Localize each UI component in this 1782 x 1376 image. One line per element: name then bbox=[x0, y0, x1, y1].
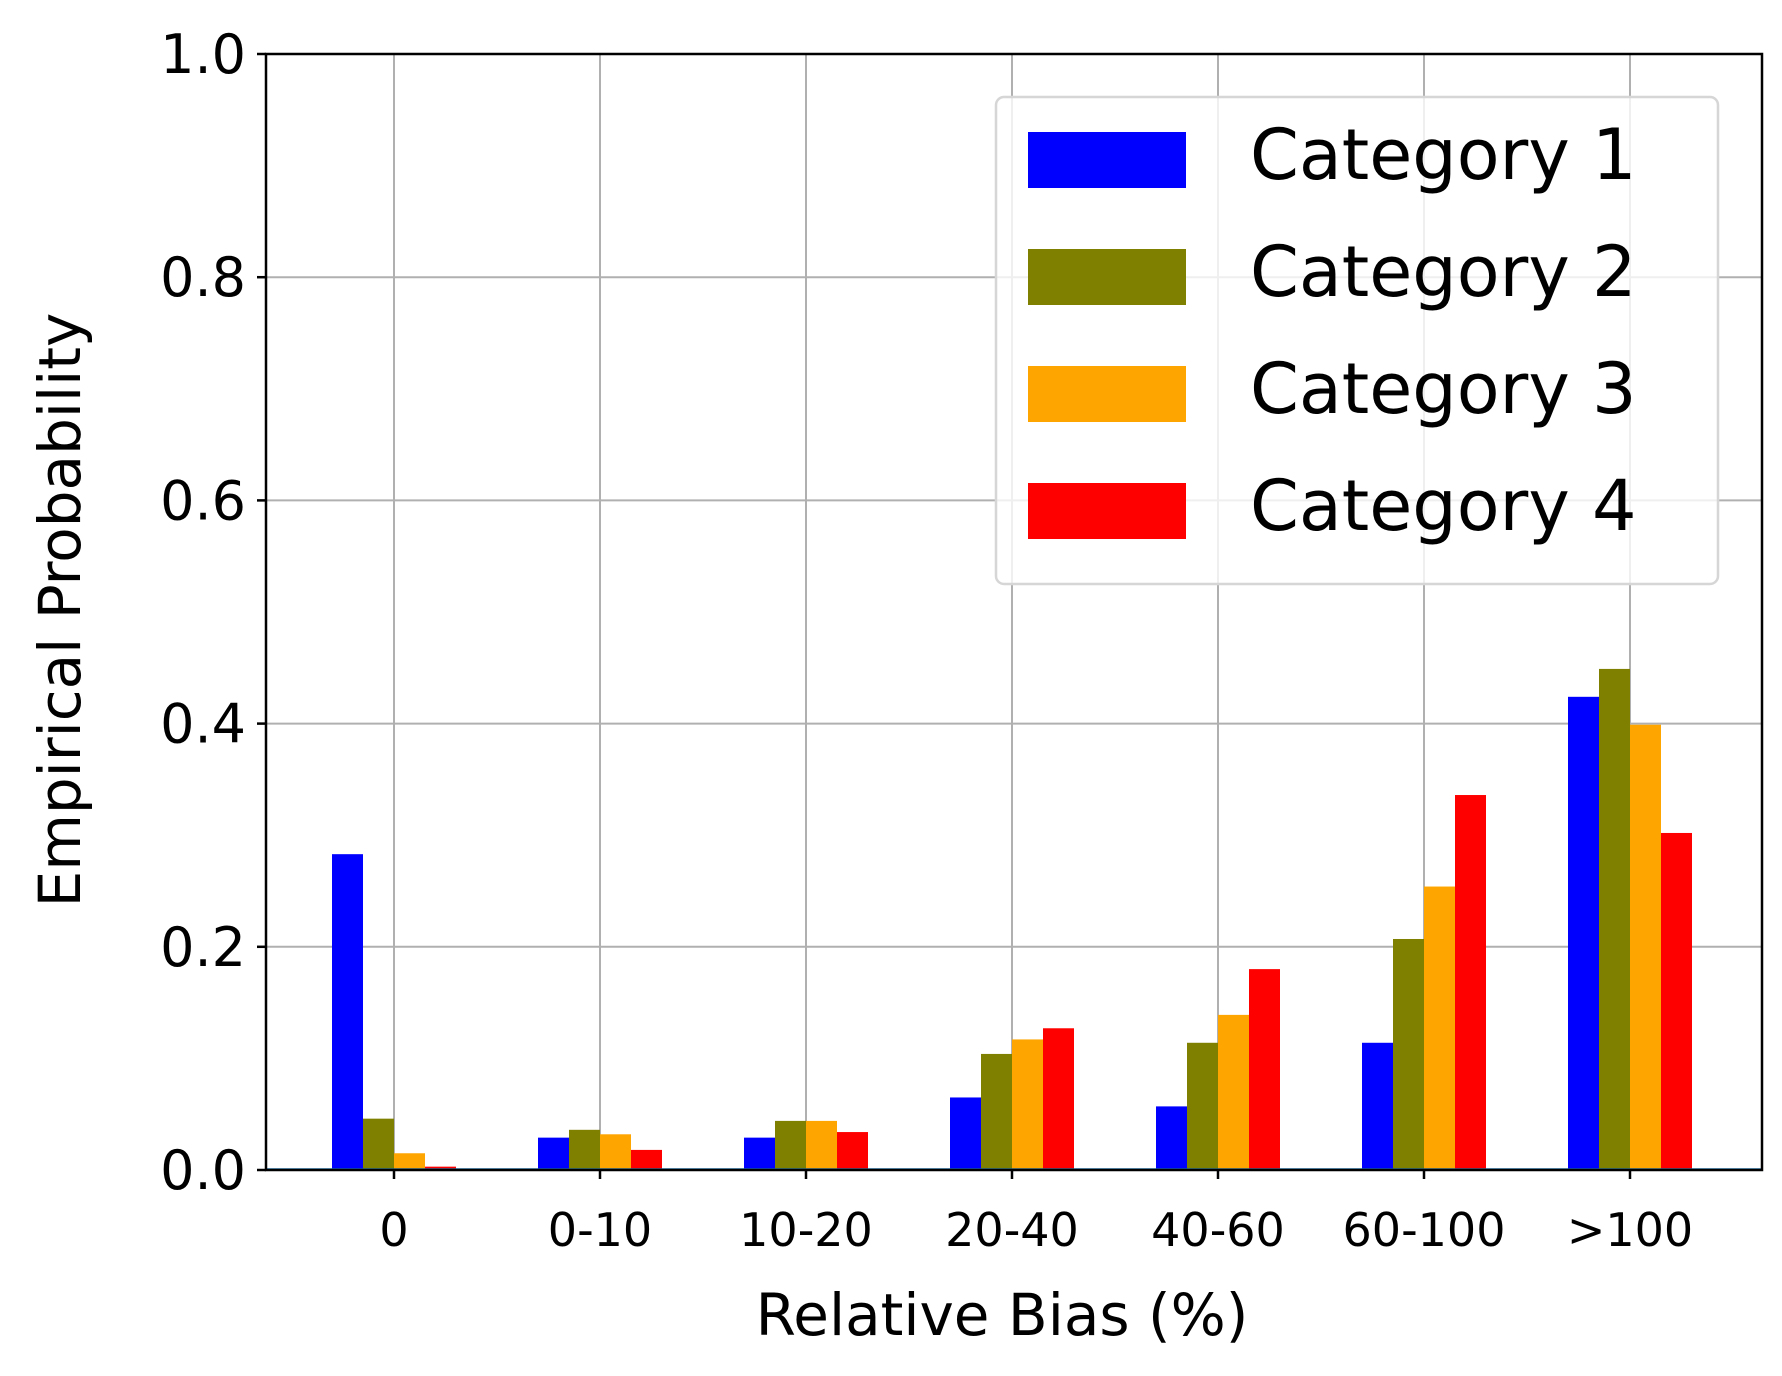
bar-3-7 bbox=[1630, 724, 1661, 1170]
legend: Category 1 Category 2 Category 3 Category 4 bbox=[994, 95, 1720, 586]
bar-1-4 bbox=[950, 1097, 981, 1170]
x-tick-label: 10-20 bbox=[739, 1203, 873, 1257]
legend-swatch bbox=[1028, 249, 1186, 305]
plot-area-border bbox=[264, 52, 1764, 1172]
y-tick-label: 0.0 bbox=[160, 1139, 246, 1202]
bar-1-2 bbox=[538, 1137, 569, 1170]
bar-1-5 bbox=[1156, 1106, 1187, 1170]
bar-3-4 bbox=[1012, 1039, 1043, 1170]
legend-label: Category 4 bbox=[1250, 465, 1637, 547]
bar-2-2 bbox=[569, 1129, 600, 1170]
bar-4-7 bbox=[1661, 832, 1692, 1170]
bar-2-5 bbox=[1187, 1042, 1218, 1170]
x-axis-label: Relative Bias (%) bbox=[756, 1281, 1249, 1349]
bar-3-3 bbox=[806, 1120, 837, 1170]
axis-ticks: 0.0 0.2 0.4 0.6 0.8 1.0 0 0-10 10-20 20-40 40-60 60… bbox=[160, 23, 1693, 1257]
legend-swatch bbox=[1028, 132, 1186, 188]
bar-3-1 bbox=[394, 1153, 425, 1170]
bar-3-2 bbox=[600, 1134, 631, 1170]
bar-2-6 bbox=[1393, 938, 1424, 1170]
y-tick-label: 0.6 bbox=[160, 469, 246, 532]
bar-1-6 bbox=[1362, 1042, 1393, 1170]
x-tick-label: 0-10 bbox=[548, 1203, 652, 1257]
x-tick-label: 20-40 bbox=[945, 1203, 1079, 1257]
y-tick-label: 1.0 bbox=[160, 23, 246, 86]
bar-4-5 bbox=[1249, 969, 1280, 1170]
legend-label: Category 3 bbox=[1250, 348, 1637, 430]
y-tick-label: 0.2 bbox=[160, 916, 246, 979]
y-tick-label: 0.4 bbox=[160, 693, 246, 756]
bar-3-6 bbox=[1424, 886, 1455, 1170]
legend-swatch bbox=[1028, 483, 1186, 539]
bar-1-1 bbox=[332, 854, 363, 1170]
bar-3-5 bbox=[1218, 1014, 1249, 1170]
legend-swatch bbox=[1028, 366, 1186, 422]
bar-4-2 bbox=[631, 1149, 662, 1170]
legend-label: Category 2 bbox=[1250, 231, 1637, 313]
bar-2-7 bbox=[1599, 668, 1630, 1170]
y-axis-label: Empirical Probability bbox=[26, 313, 94, 908]
x-tick-label: 60-100 bbox=[1343, 1203, 1506, 1257]
x-tick-label: >100 bbox=[1567, 1203, 1693, 1257]
legend-label: Category 1 bbox=[1250, 114, 1637, 196]
legend-box bbox=[994, 95, 1720, 586]
bar-4-4 bbox=[1043, 1028, 1074, 1170]
x-tick-label: 40-60 bbox=[1151, 1203, 1285, 1257]
bars bbox=[266, 668, 1762, 1170]
y-tick-label: 0.8 bbox=[160, 246, 246, 309]
bar-2-4 bbox=[981, 1053, 1012, 1170]
bar-1-7 bbox=[1568, 696, 1599, 1170]
bar-4-3 bbox=[837, 1132, 868, 1170]
x-tick-label: 0 bbox=[379, 1203, 408, 1257]
bar-1-3 bbox=[744, 1137, 775, 1170]
plot-frame bbox=[264, 52, 1764, 1172]
bar-2-1 bbox=[363, 1118, 394, 1170]
bar-2-3 bbox=[775, 1120, 806, 1170]
bar-4-6 bbox=[1455, 795, 1486, 1170]
